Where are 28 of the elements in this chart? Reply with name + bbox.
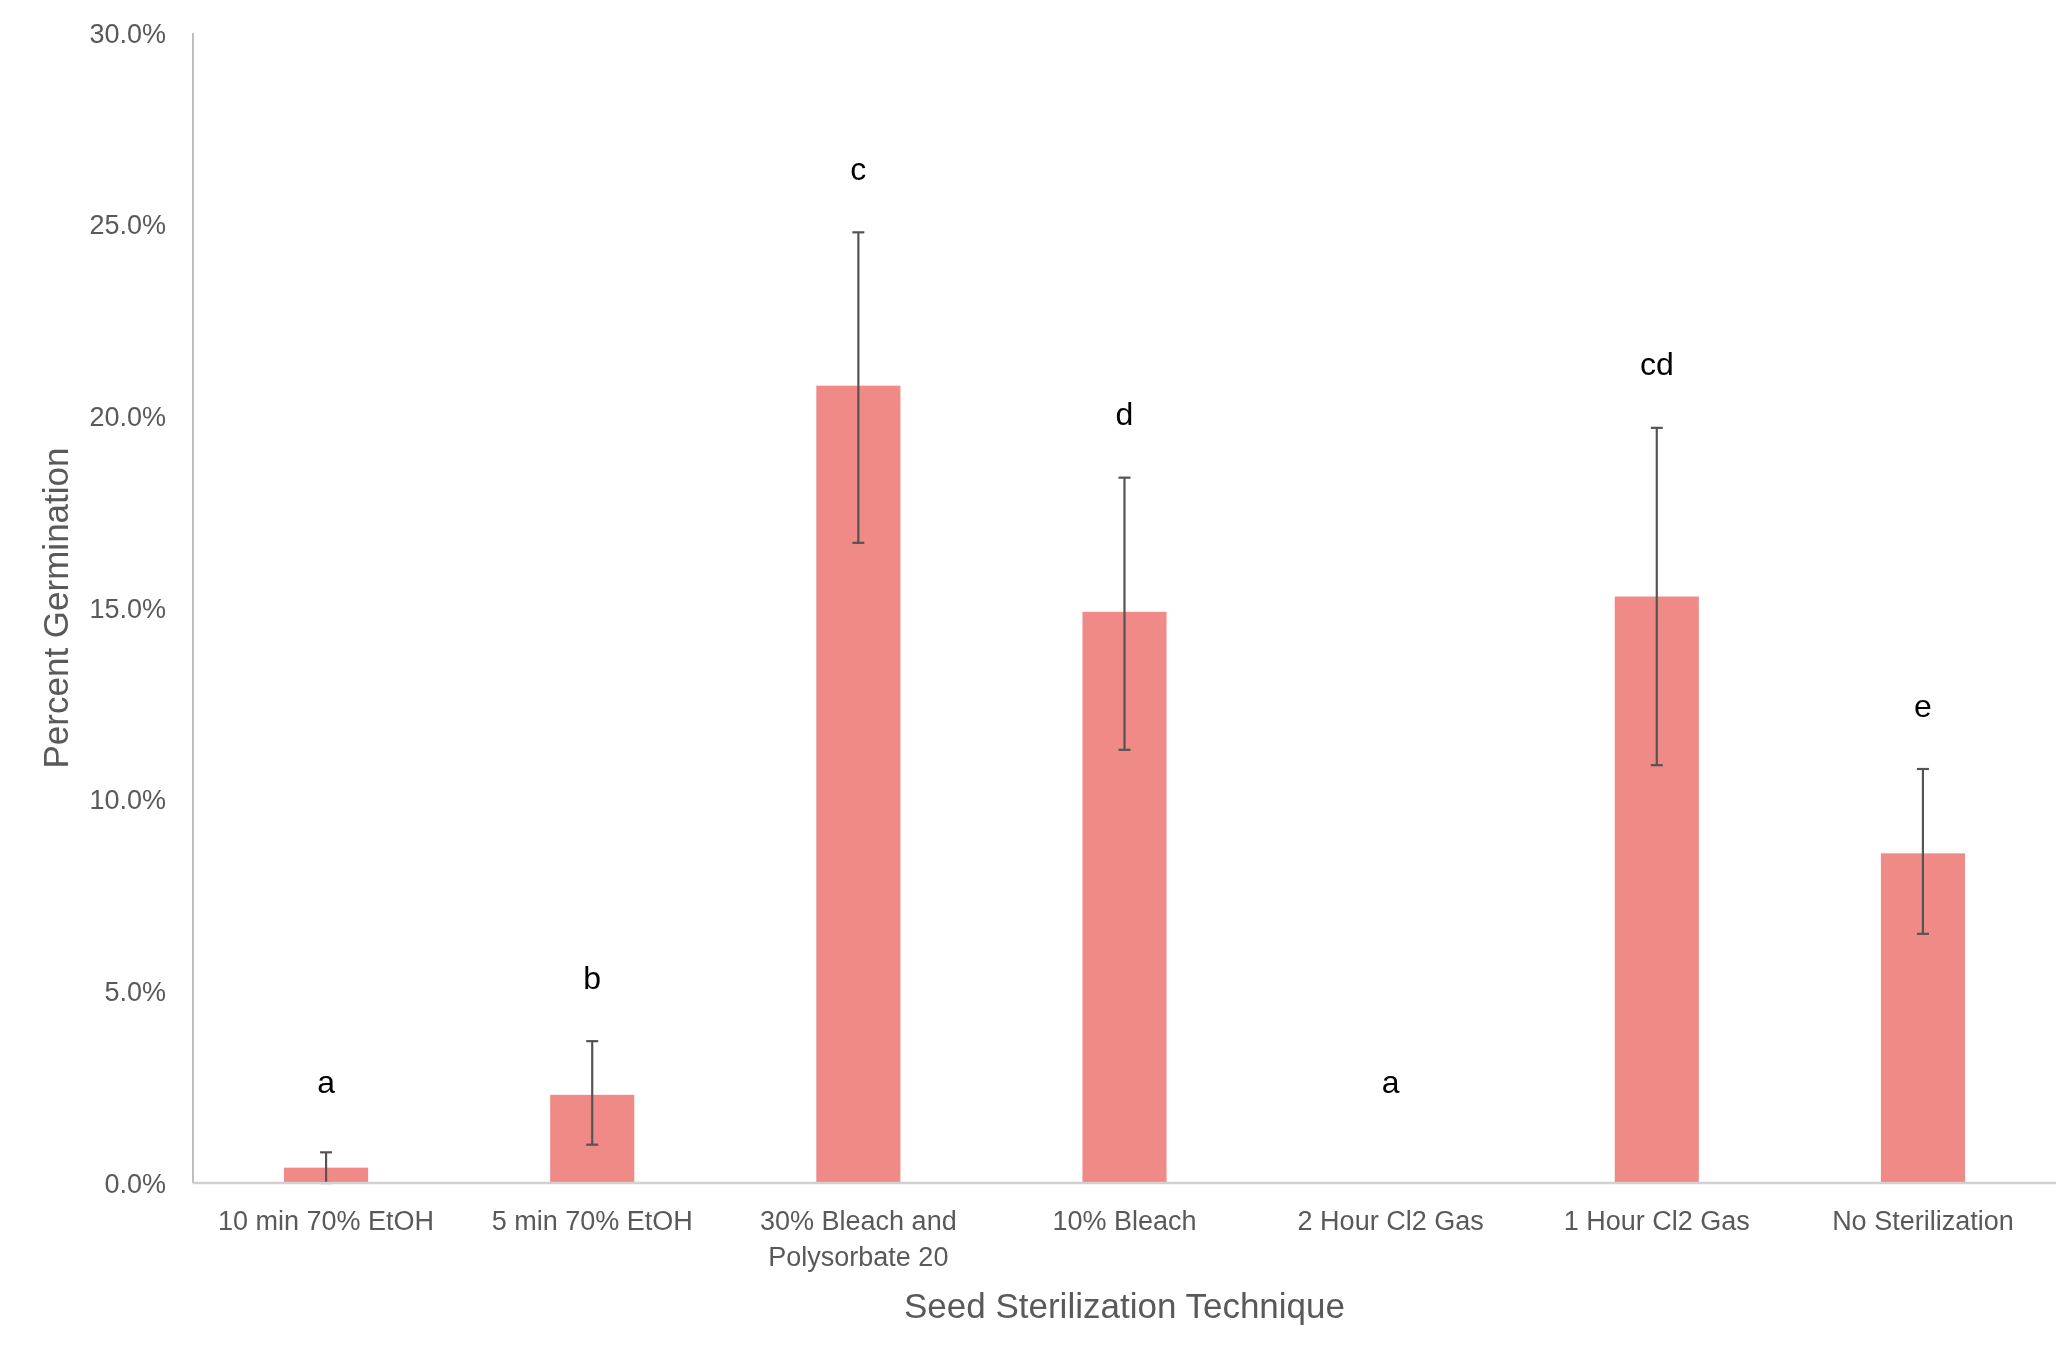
y-tick-label: 0.0% — [104, 1168, 166, 1199]
y-axis-title: Percent Germination — [36, 447, 75, 769]
annotation: e — [1914, 687, 1932, 724]
x-tick-label: No Sterilization — [1832, 1206, 2014, 1236]
y-tick-label: 25.0% — [89, 210, 166, 241]
bar — [816, 385, 901, 1183]
bar — [1880, 853, 1965, 1183]
annotation: a — [1381, 1063, 1400, 1100]
y-tick-label: 30.0% — [89, 18, 166, 49]
x-axis-title: Seed Sterilization Technique — [903, 1286, 1346, 1325]
annotation: b — [583, 959, 602, 996]
annotation: a — [317, 1063, 336, 1100]
y-tick-label: 15.0% — [89, 593, 166, 624]
annotation: d — [1115, 396, 1134, 433]
x-tick-label: 5 min 70% EtOH — [491, 1206, 693, 1236]
bar — [1082, 611, 1167, 1183]
y-tick-label: 5.0% — [104, 977, 166, 1008]
x-tick-label: 2 Hour Cl2 Gas — [1297, 1206, 1484, 1236]
y-tick-label: 10.0% — [89, 785, 166, 816]
annotation: cd — [1639, 346, 1674, 383]
y-tick-label: 20.0% — [89, 402, 166, 433]
bar — [550, 1094, 635, 1183]
x-tick-label: 10 min 70% EtOH — [218, 1206, 435, 1236]
x-tick-label: 30% Bleach and Polysorbate 20 — [760, 1206, 957, 1272]
x-tick-label: 1 Hour Cl2 Gas — [1563, 1206, 1750, 1236]
annotation: c — [850, 150, 867, 187]
bar — [1614, 596, 1699, 1183]
x-tick-label: 10% Bleach — [1052, 1206, 1197, 1236]
